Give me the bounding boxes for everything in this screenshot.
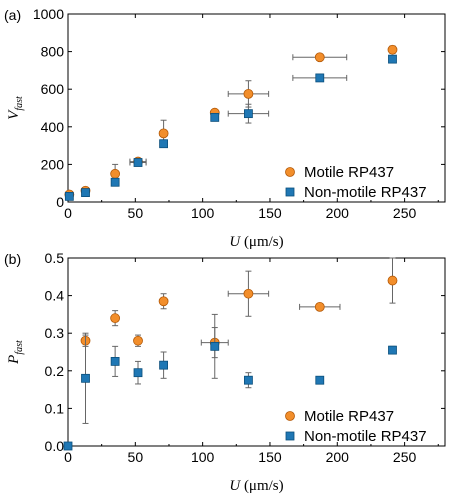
y-tick-label: 0.1 [45, 400, 65, 416]
y-tick-label: 0.0 [45, 438, 65, 454]
data-point-square [81, 188, 90, 198]
x-axis-variable: U [229, 478, 241, 494]
data-point-circle [133, 335, 143, 346]
data-point-square [63, 441, 73, 451]
x-tick-label: 150 [258, 205, 282, 221]
x-tick-label: 50 [128, 205, 144, 221]
legend-marker-square [285, 431, 295, 441]
data-point-circle [314, 52, 325, 63]
legend-label: Non-motile RP437 [304, 184, 427, 201]
legend: Motile RP437 Non-motile RP437 [285, 164, 427, 201]
y-axis-label: Vfast [6, 96, 25, 120]
data-point-circle [243, 288, 254, 299]
series-motile [80, 257, 398, 359]
x-tick-label: 100 [191, 449, 215, 465]
x-axis-label: U (μm/s) [229, 478, 283, 494]
y-tick-label: 0.3 [45, 325, 65, 341]
data-point-circle [158, 296, 169, 307]
x-tick-label: 0 [64, 449, 72, 465]
data-point-circle [158, 128, 169, 139]
y-tick-label: 200 [41, 156, 65, 172]
y-tick-label: 1000 [33, 6, 64, 22]
panel-b: (b) 0 50 100 150 200 250 0.0 0.1 0.2 0.3 0.4 0.5 U (μ… [4, 250, 446, 494]
data-point-circle [110, 168, 121, 179]
x-tick-label: 100 [191, 205, 215, 221]
data-point-circle [314, 301, 325, 312]
legend-label: Motile RP437 [304, 408, 394, 425]
data-point-square [110, 356, 120, 366]
x-tick-label: 250 [393, 205, 417, 221]
x-axis-label: U (μm/s) [229, 234, 283, 250]
data-point-square [133, 158, 143, 167]
y-axis-subscript: fast [14, 96, 25, 111]
data-point-square [244, 375, 253, 385]
legend: Motile RP437 Non-motile RP437 [285, 408, 427, 445]
y-tick-label: 0.2 [45, 363, 65, 379]
panel-label: (b) [4, 251, 21, 267]
data-point-square [159, 139, 168, 149]
data-point-square [81, 373, 90, 383]
y-axis-variable: P [6, 355, 22, 365]
x-tick-label: 250 [393, 449, 417, 465]
data-point-circle [243, 89, 254, 99]
x-tick-label: 0 [64, 205, 72, 221]
data-point-square [210, 113, 220, 122]
data-point-square [388, 54, 397, 64]
plot-frame [67, 13, 446, 203]
plot-frame [67, 257, 446, 447]
data-point-square [315, 73, 325, 83]
y-tick-label: 400 [41, 119, 65, 135]
x-tick-label: 50 [128, 449, 144, 465]
y-axis-variable: V [6, 109, 22, 120]
y-tick-label: 0 [56, 194, 64, 210]
x-axis-variable: U [229, 234, 241, 250]
data-point-square [315, 375, 325, 385]
data-point-square [210, 341, 220, 351]
legend-label: Non-motile RP437 [304, 428, 427, 445]
series-non-motile [63, 313, 397, 451]
y-tick-label: 600 [41, 81, 65, 97]
legend-marker-circle [285, 411, 295, 421]
y-axis-label: Pfast [6, 340, 25, 365]
series-non-motile [64, 54, 397, 201]
x-tick-label: 200 [326, 449, 350, 465]
y-tick-label: 0.5 [45, 250, 65, 266]
data-point-circle [387, 275, 398, 286]
data-point-square [244, 109, 253, 119]
data-point-circle [387, 44, 398, 55]
y-tick-label: 800 [41, 44, 65, 60]
legend-marker-square [285, 187, 295, 197]
y-tick-label: 0.4 [45, 288, 65, 304]
data-point-square [133, 368, 143, 378]
x-tick-label: 150 [258, 449, 282, 465]
data-point-square [388, 345, 397, 355]
legend-marker-circle [285, 167, 295, 177]
data-point-square [64, 191, 74, 201]
panel-label: (a) [4, 7, 21, 23]
legend-label: Motile RP437 [304, 164, 394, 181]
x-axis-unit: (μm/s) [240, 478, 283, 494]
x-axis-unit: (μm/s) [240, 234, 283, 250]
data-point-circle [110, 313, 121, 324]
x-tick-label: 200 [326, 205, 350, 221]
panel-a: (a) 0 50 100 150 200 250 0 200 400 600 800 1000 U (μm… [4, 6, 446, 250]
data-point-square [159, 360, 168, 370]
y-axis-subscript: fast [14, 340, 25, 355]
data-point-square [110, 177, 120, 187]
